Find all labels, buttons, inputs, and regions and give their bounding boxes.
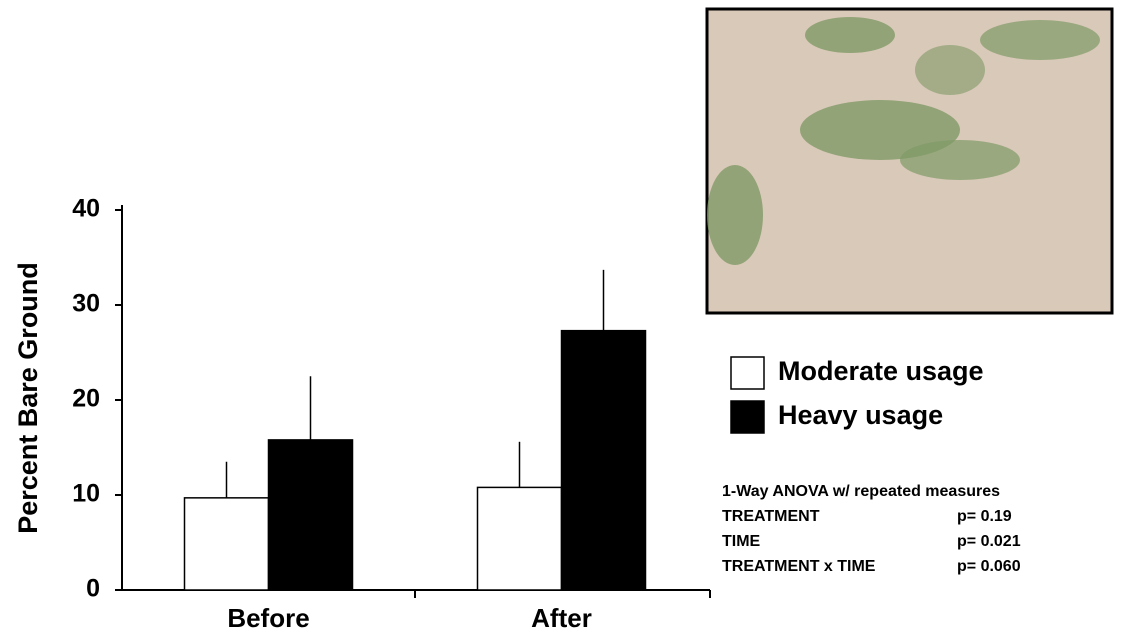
legend-swatch [730, 400, 765, 434]
y-axis-label: Percent Bare Ground [13, 262, 43, 534]
y-tick-label: 20 [72, 385, 100, 413]
anova-term: TIME [722, 533, 761, 550]
bar [183, 497, 270, 591]
anova-p: p= 0.021 [957, 533, 1021, 550]
anova-term: TREATMENT x TIME [722, 558, 876, 575]
y-tick-label: 40 [72, 195, 100, 223]
anova-term: TREATMENT [722, 508, 820, 525]
y-tick-label: 30 [72, 290, 100, 318]
x-tick-label: Before [227, 603, 309, 633]
bar [560, 329, 647, 591]
bar [267, 439, 354, 591]
anova-p: p= 0.060 [957, 558, 1021, 575]
y-tick-label: 10 [72, 480, 100, 508]
legend-label: Moderate usage [778, 356, 984, 386]
legend-swatch [730, 356, 765, 390]
x-tick-label: After [531, 603, 592, 633]
y-tick-label: 0 [86, 575, 100, 603]
anova-p: p= 0.19 [957, 508, 1012, 525]
bar [476, 486, 563, 591]
photo [705, 7, 1114, 315]
anova-box: 1-Way ANOVA w/ repeated measures [722, 483, 1000, 500]
legend-label: Heavy usage [778, 400, 943, 430]
anova-title: 1-Way ANOVA w/ repeated measures [722, 483, 1000, 500]
